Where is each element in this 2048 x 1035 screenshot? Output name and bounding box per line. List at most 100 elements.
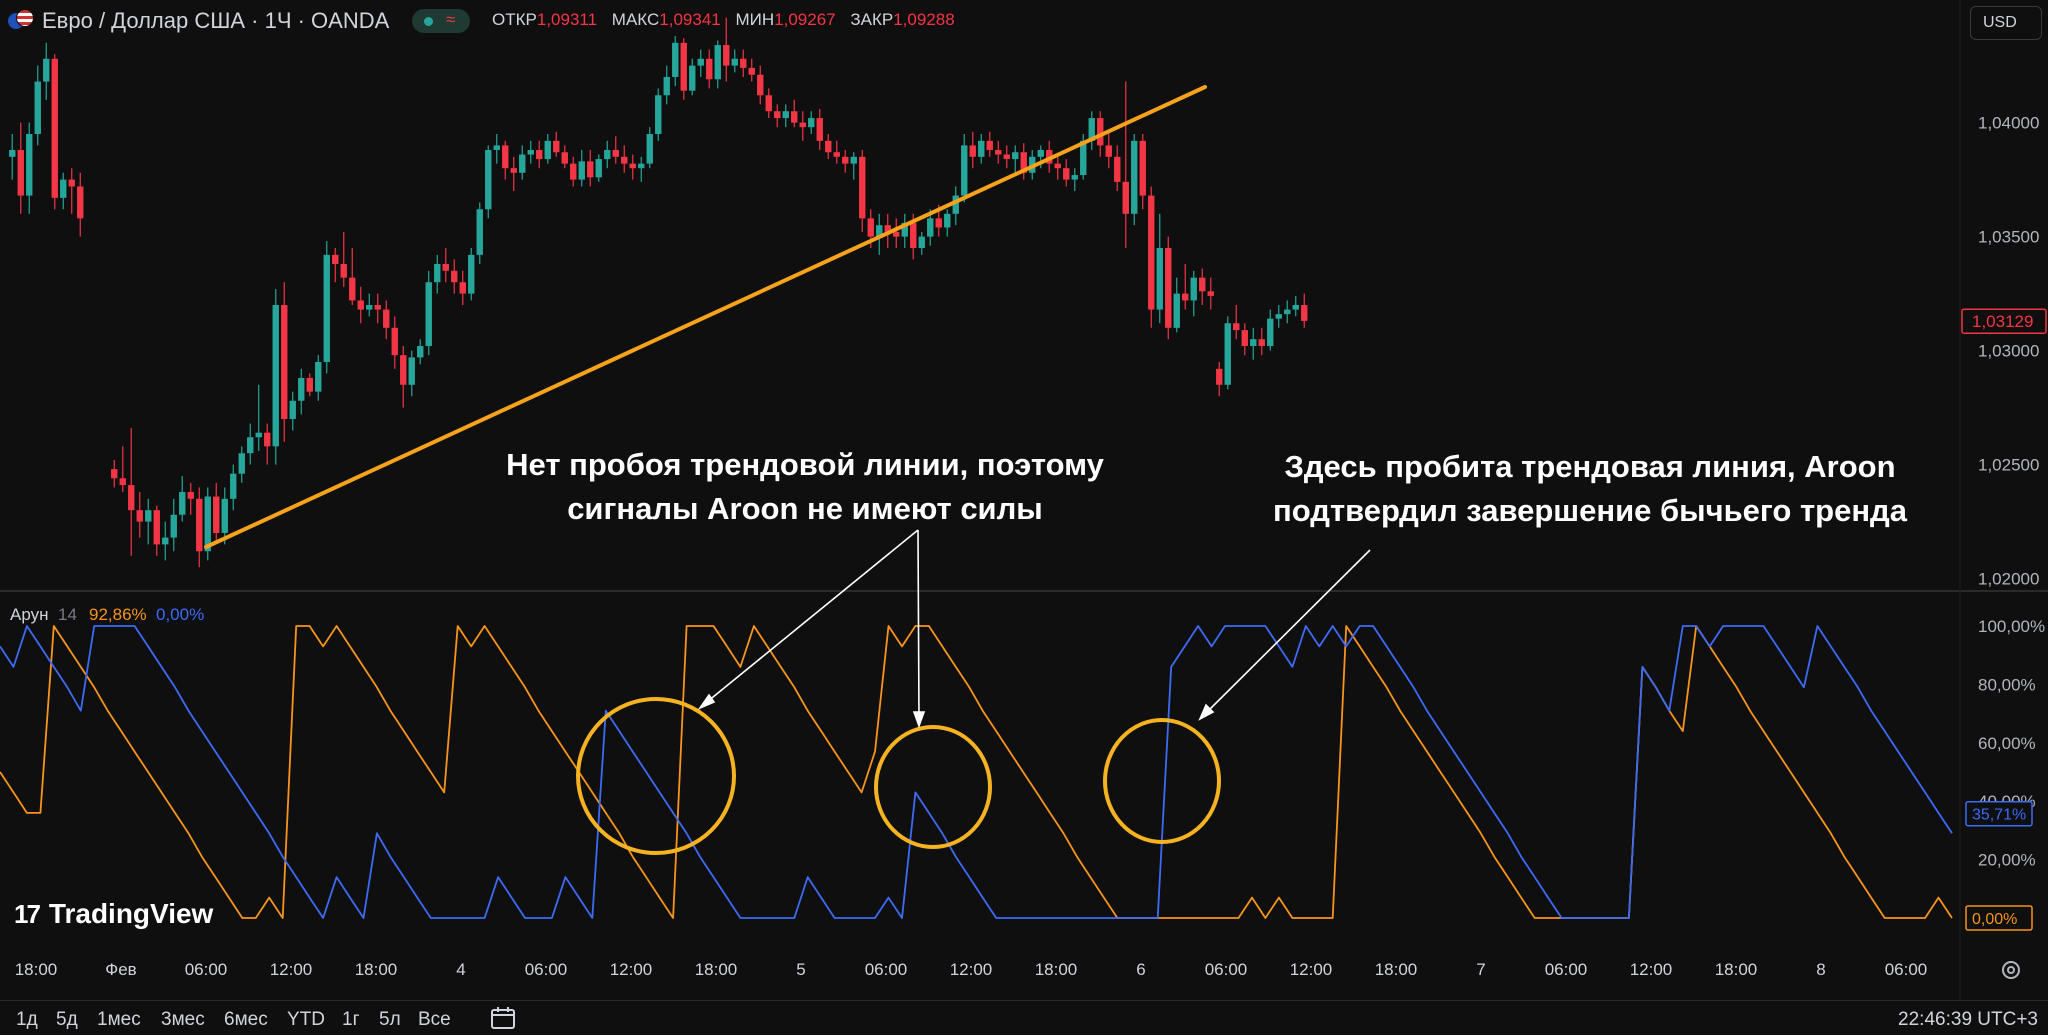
settings-icon[interactable] [2002,961,2020,979]
range-button-ytd[interactable]: YTD [287,1009,325,1030]
candle-body [816,118,823,141]
time-tick-label: 18:00 [1375,960,1418,979]
aroon-up-last-label-box [1965,905,2033,931]
annotation-left-line-1: Нет пробоя трендовой линии, поэтому [506,447,1104,482]
candle-body [527,149,534,155]
time-tick-label: 6 [1136,960,1145,979]
candle-body [476,209,483,255]
candle-body [910,222,917,248]
range-button-1m[interactable]: 1мес [97,1009,141,1030]
candle-body [306,377,313,392]
candle-body [442,263,449,271]
candle-body [927,218,934,237]
time-tick-label: 06:00 [1545,960,1588,979]
aroon-legend-param: 14 [58,605,77,624]
currency-button[interactable]: USD [1970,6,2042,40]
candle-body [825,140,832,153]
range-button-5d[interactable]: 5д [56,1009,78,1030]
candle-body [26,134,33,196]
candle-body [918,236,925,248]
candle-body [1148,195,1155,310]
candle-body [553,140,560,153]
candle-body [646,134,653,164]
candle-body [850,156,857,164]
candle-body [1199,277,1206,292]
candle-body [187,491,194,499]
candle-body [833,152,840,157]
time-tick-label: 4 [456,960,465,979]
candle-body [34,81,41,134]
chart-header: Евро / Доллар США · 1Ч · OANDA ≈ ОТКР1,0… [0,0,1960,42]
candle-body [1003,154,1010,160]
candle-body [740,58,747,68]
time-tick-label: 06:00 [525,960,568,979]
candle-body [391,327,398,356]
candle-body [434,263,441,283]
candle-body [230,473,237,499]
range-button-1d[interactable]: 1д [16,1009,38,1030]
range-button-3m[interactable]: 3мес [161,1009,205,1030]
trendline[interactable] [204,85,1207,549]
candle-body [451,270,458,283]
candle-body [255,432,262,438]
candle-body [153,510,160,545]
candle-body [43,58,50,82]
arrow-left-1-head [697,693,716,710]
market-status-pill[interactable]: ≈ [412,9,470,33]
aroon-legend-up-value: 92,86% [89,605,147,624]
current-price-label: 1,03129 [1961,308,2047,334]
candle-body [1233,323,1240,331]
candle-body [969,145,976,157]
tradingview-logo[interactable]: 17 TradingView [14,898,213,930]
candle-body [1122,181,1129,214]
aroon-down-last-label-box [1965,800,2033,827]
range-button-6m[interactable]: 6мес [224,1009,268,1030]
candle-body [383,309,390,328]
candle-body [714,45,721,80]
symbol-title[interactable]: Евро / Доллар США · 1Ч · OANDA [42,8,390,33]
time-tick-label: 06:00 [185,960,228,979]
chart-canvas[interactable]: 1,04000 1,03500 1,03000 1,02500 1,02000 1,03… [0,0,2048,1000]
candle-body [510,168,517,173]
annotation-right: Здесь пробита трендовая линия, Aroon под… [1220,445,1960,533]
clock[interactable]: 22:46:39 UTC+3 [1898,1009,2038,1030]
candle-body [1250,339,1257,347]
candle-body [238,453,245,474]
candle-body [179,491,186,515]
candle-body [332,254,339,264]
candle-body [1037,149,1044,157]
candle-body [655,95,662,134]
candle-body [170,514,177,538]
candle-body [298,377,305,401]
candle-body [1292,305,1299,310]
aroon-axis[interactable]: 100,00%80,00%60,00%40,00%20,00% [1978,617,2045,870]
price-axis[interactable]: 1,04000 1,03500 1,03000 1,02500 1,02000 [1978,114,2039,589]
candle-body [400,355,407,385]
aroon-up-last-label: 0,00% [1972,911,2017,928]
candle-body [621,156,628,164]
arrow-left-1 [701,529,919,707]
candle-body [723,45,730,66]
range-button-5y[interactable]: 5л [379,1009,401,1030]
candle-body [1301,305,1308,321]
arrow-left-2-head [912,711,926,729]
price-tick-label: 1,03500 [1978,228,2039,247]
candle-body [893,232,900,237]
candle-body [357,300,364,310]
time-axis[interactable]: 18:00 Фев 06:00 12:00 18:00 4 06:00 12:00 18:00 5… [15,960,1928,979]
range-button-1y[interactable]: 1г [342,1009,360,1030]
annotation-left: Нет пробоя трендовой линии, поэтому сигн… [440,443,1170,531]
candle-body [561,152,568,164]
range-button-all[interactable]: Все [418,1009,451,1030]
candle-body [485,149,492,210]
candle-body [17,149,24,196]
arrow-left-2 [917,529,920,723]
calendar-icon[interactable] [490,1006,516,1030]
ohlc-close-value: 1,09288 [893,10,955,29]
candle-body [1165,248,1172,328]
candle-body [9,149,16,157]
candle-body [68,179,75,187]
annotation-left-line-2: сигналы Aroon не имеют силы [567,491,1043,526]
candle-body [1182,293,1189,301]
time-tick-label: 06:00 [1885,960,1928,979]
